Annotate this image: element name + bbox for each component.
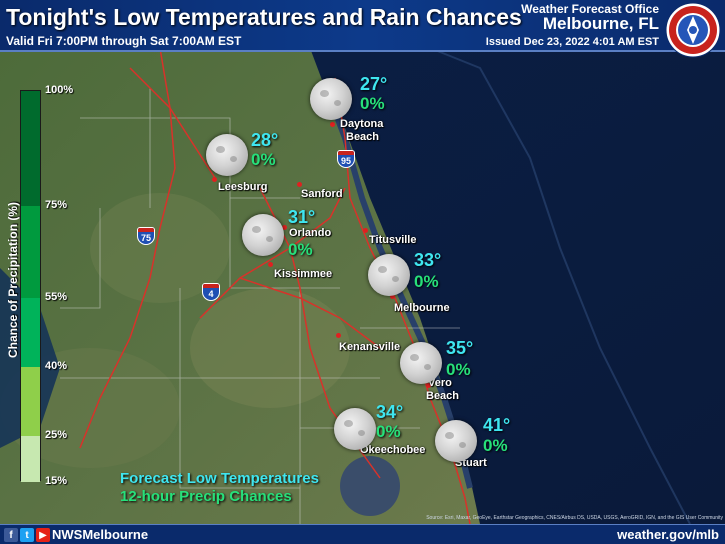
city-label: Kissimmee bbox=[274, 268, 333, 280]
page-title: Tonight's Low Temperatures and Rain Chan… bbox=[6, 4, 522, 30]
city-dot bbox=[212, 177, 217, 182]
low-temperature: 41° bbox=[483, 415, 511, 435]
interstate-75-label: 75 bbox=[137, 227, 155, 245]
low-temperature: 31° bbox=[288, 207, 316, 227]
city-label: Orlando bbox=[289, 227, 332, 239]
legend-segment-55-75 bbox=[21, 206, 40, 298]
note-low-temps: Forecast Low Temperatures bbox=[120, 470, 319, 487]
legend-tick-55: 55% bbox=[45, 291, 68, 303]
footer-bar: f t ▶ NWSMelbourne weather.gov/mlb bbox=[0, 524, 725, 544]
note-precip-chances: 12-hour Precip Chances bbox=[120, 488, 292, 505]
precip-chance: 0% bbox=[414, 272, 439, 291]
legend-segment-40-55 bbox=[21, 298, 40, 367]
low-temperature: 27° bbox=[360, 74, 388, 94]
city-label: Titusville bbox=[369, 234, 417, 246]
nws-logo-icon bbox=[665, 2, 721, 58]
city-label: Leesburg bbox=[218, 181, 268, 193]
legend-tick-15: 15% bbox=[45, 475, 68, 487]
precip-chance: 0% bbox=[483, 436, 508, 455]
city-dot bbox=[282, 225, 287, 230]
interstate-95-icon: 95 bbox=[337, 150, 355, 168]
city-dot bbox=[268, 262, 273, 267]
moon-icon bbox=[242, 214, 284, 256]
legend-tick-25: 25% bbox=[45, 429, 68, 441]
precip-chance: 0% bbox=[288, 240, 313, 259]
office-name: Weather Forecast Office bbox=[521, 2, 659, 16]
legend-segment-25-40 bbox=[21, 367, 40, 436]
moon-icon bbox=[368, 254, 410, 296]
issued-time: Issued Dec 23, 2022 4:01 AM EST bbox=[485, 36, 659, 48]
city-label: Beach bbox=[426, 390, 460, 402]
continental-shelf bbox=[429, 48, 691, 524]
legend-segment-15-25 bbox=[21, 436, 40, 482]
city-label: Vero bbox=[428, 377, 452, 389]
moon-icon bbox=[334, 408, 376, 450]
map-source-credit: Source: Esri, Maxar, GeoEye, Earthstar G… bbox=[426, 515, 723, 521]
land-patch bbox=[190, 288, 350, 408]
city-label: Daytona bbox=[340, 118, 384, 130]
city-label: Beach bbox=[346, 131, 380, 143]
lake-okeechobee bbox=[340, 456, 400, 516]
city-label: Melbourne bbox=[394, 302, 450, 314]
precip-chance: 0% bbox=[376, 422, 401, 441]
city-dot bbox=[426, 383, 431, 388]
legend-tick-75: 75% bbox=[45, 199, 68, 211]
precip-chance: 0% bbox=[251, 150, 276, 169]
land-patch bbox=[90, 193, 230, 303]
city-dot bbox=[390, 294, 395, 299]
header-banner: Tonight's Low Temperatures and Rain Chan… bbox=[0, 0, 725, 52]
website-link[interactable]: weather.gov/mlb bbox=[617, 527, 719, 542]
valid-period: Valid Fri 7:00PM through Sat 7:00AM EST bbox=[6, 34, 242, 48]
precip-legend-bar bbox=[20, 90, 41, 482]
social-handle[interactable]: NWSMelbourne bbox=[52, 527, 149, 542]
facebook-icon[interactable]: f bbox=[4, 528, 18, 542]
social-icons: f t ▶ bbox=[4, 528, 50, 542]
low-temperature: 35° bbox=[446, 338, 474, 358]
city-dot bbox=[363, 228, 368, 233]
city-label: Kenansville bbox=[339, 341, 401, 353]
nws-logo[interactable] bbox=[665, 2, 721, 58]
legend-axis-label: Chance of Precipitation (%) bbox=[4, 180, 20, 380]
youtube-icon[interactable]: ▶ bbox=[36, 528, 50, 542]
office-city: Melbourne, FL bbox=[542, 14, 659, 33]
interstate-4-icon: 4 bbox=[202, 283, 220, 301]
city-dot bbox=[297, 182, 302, 187]
city-dot bbox=[336, 333, 341, 338]
precip-chance: 0% bbox=[446, 360, 471, 379]
interstate-4-label: 4 bbox=[202, 283, 220, 301]
precip-chance: 0% bbox=[360, 94, 385, 113]
city-label: Sanford bbox=[301, 188, 343, 200]
legend-segment-75-100 bbox=[21, 91, 40, 206]
legend-tick-40: 40% bbox=[45, 360, 68, 372]
legend-axis-text: Chance of Precipitation (%) bbox=[6, 201, 20, 358]
moon-icon bbox=[400, 342, 442, 384]
interstate-95-label: 95 bbox=[337, 150, 355, 168]
moon-icon bbox=[310, 78, 352, 120]
low-temperature: 33° bbox=[414, 250, 442, 270]
moon-icon bbox=[206, 134, 248, 176]
legend-tick-100: 100% bbox=[45, 84, 74, 96]
moon-icon bbox=[435, 420, 477, 462]
low-temperature: 28° bbox=[251, 130, 279, 150]
low-temperature: 34° bbox=[376, 402, 404, 422]
city-label: Okeechobee bbox=[360, 444, 426, 456]
city-dot bbox=[330, 122, 335, 127]
twitter-icon[interactable]: t bbox=[20, 528, 34, 542]
interstate-75-icon: 75 bbox=[137, 227, 155, 245]
